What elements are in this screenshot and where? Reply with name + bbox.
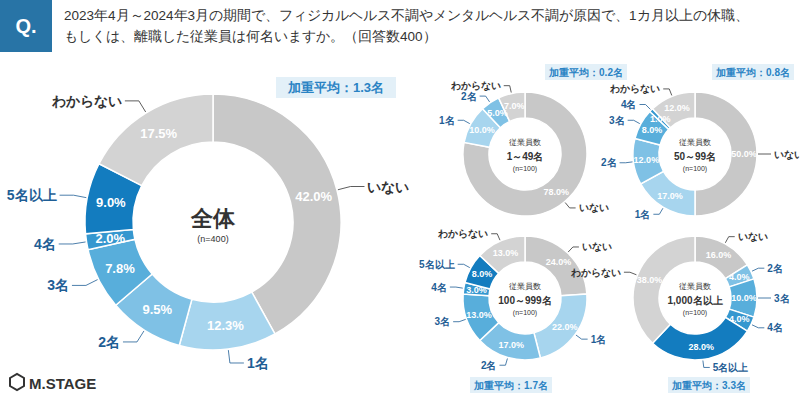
svg-text:13.0%: 13.0% (466, 310, 492, 320)
svg-text:いない: いない (774, 149, 792, 161)
svg-text:1.0%: 1.0% (650, 114, 671, 124)
svg-text:3名: 3名 (609, 115, 625, 126)
svg-text:わからない: わからない (450, 80, 501, 92)
svg-text:1～49名: 1～49名 (507, 151, 544, 162)
svg-text:わからない: わからない (570, 267, 621, 279)
svg-text:(n=100): (n=100) (683, 165, 707, 173)
svg-text:全体: 全体 (190, 206, 236, 231)
svg-text:2.0%: 2.0% (95, 231, 125, 246)
svg-text:5名以上: 5名以上 (713, 362, 749, 373)
svg-text:従業員数: 従業員数 (509, 138, 541, 147)
svg-text:いない: いない (582, 241, 612, 253)
svg-text:100～999名: 100～999名 (498, 295, 551, 306)
svg-text:10.0%: 10.0% (731, 293, 757, 303)
svg-text:加重平均：3.3名: 加重平均：3.3名 (671, 380, 746, 391)
svg-text:5.0%: 5.0% (487, 108, 508, 119)
svg-text:7.8%: 7.8% (105, 261, 135, 276)
svg-text:従業員数: 従業員数 (509, 282, 541, 291)
svg-text:24.0%: 24.0% (546, 257, 572, 267)
svg-text:加重平均：1.7名: 加重平均：1.7名 (473, 380, 548, 391)
svg-text:4.0%: 4.0% (729, 314, 750, 324)
svg-text:加重平均：0.8名: 加重平均：0.8名 (715, 67, 790, 78)
svg-text:42.0%: 42.0% (295, 189, 332, 204)
svg-text:いない: いない (579, 202, 609, 214)
svg-text:加重平均：1.3名: 加重平均：1.3名 (287, 80, 384, 95)
svg-text:28.0%: 28.0% (688, 342, 714, 352)
svg-text:22.0%: 22.0% (552, 322, 578, 332)
svg-text:4名: 4名 (621, 99, 637, 110)
svg-text:17.0%: 17.0% (499, 340, 525, 350)
html-text:Q.: Q. (15, 14, 37, 37)
svg-text:3名: 3名 (774, 293, 790, 304)
svg-text:38.0%: 38.0% (637, 275, 663, 285)
svg-text:2名: 2名 (98, 334, 120, 350)
svg-text:わからない: わからない (51, 93, 122, 109)
svg-text:いない: いない (738, 231, 768, 243)
svg-text:4.0%: 4.0% (729, 272, 750, 282)
svg-text:5名以上: 5名以上 (419, 259, 455, 270)
svg-text:1,000名以上: 1,000名以上 (667, 295, 722, 306)
svg-text:9.5%: 9.5% (143, 302, 173, 317)
svg-text:17.0%: 17.0% (657, 191, 683, 201)
svg-text:(n=400): (n=400) (197, 234, 228, 244)
svg-text:7.0%: 7.0% (504, 101, 525, 111)
svg-text:3名: 3名 (435, 316, 451, 327)
svg-text:1名: 1名 (635, 209, 651, 220)
svg-text:2名: 2名 (601, 157, 617, 168)
svg-text:2名: 2名 (481, 360, 497, 371)
svg-text:78.0%: 78.0% (543, 187, 569, 197)
svg-text:2名: 2名 (461, 91, 477, 102)
svg-text:8.0%: 8.0% (472, 269, 493, 279)
svg-text:50～99名: 50～99名 (674, 151, 716, 162)
svg-text:1名: 1名 (591, 334, 607, 345)
svg-text:16.0%: 16.0% (706, 250, 732, 260)
svg-text:(n=100): (n=100) (683, 309, 707, 317)
svg-text:12.0%: 12.0% (664, 103, 690, 113)
svg-text:10.0%: 10.0% (469, 125, 495, 135)
html-text:もしくは、離職した従業員は何名いますか。（回答数400）: もしくは、離職した従業員は何名いますか。（回答数400） (64, 29, 437, 44)
svg-text:(n=100): (n=100) (513, 165, 537, 173)
svg-text:従業員数: 従業員数 (679, 282, 711, 291)
svg-text:1名: 1名 (439, 115, 455, 126)
svg-text:4名: 4名 (767, 322, 783, 333)
svg-text:いない: いない (367, 179, 409, 195)
svg-text:わからない: わからない (437, 228, 488, 240)
svg-text:3名: 3名 (47, 277, 69, 293)
html-text:2023年4月～2024年3月の期間で、フィジカルヘルス不調: 2023年4月～2024年3月の期間で、フィジカルヘルス不調やメンタルヘルス不調… (64, 8, 749, 23)
svg-text:13.0%: 13.0% (493, 248, 519, 258)
svg-text:M.STAGE: M.STAGE (29, 375, 96, 392)
svg-text:4名: 4名 (34, 236, 56, 252)
svg-text:12.0%: 12.0% (634, 155, 660, 165)
svg-text:17.5%: 17.5% (140, 126, 177, 141)
svg-text:50.0%: 50.0% (731, 149, 757, 159)
svg-text:1名: 1名 (247, 355, 269, 371)
svg-text:加重平均：0.2名: 加重平均：0.2名 (548, 67, 623, 78)
svg-text:12.3%: 12.3% (207, 318, 244, 333)
svg-text:わからない: わからない (609, 83, 660, 95)
svg-text:9.0%: 9.0% (96, 195, 126, 210)
svg-text:5名以上: 5名以上 (8, 187, 57, 203)
svg-text:(n=100): (n=100) (513, 309, 537, 317)
svg-text:2名: 2名 (767, 263, 783, 274)
svg-text:従業員数: 従業員数 (679, 138, 711, 147)
svg-text:8.0%: 8.0% (642, 125, 663, 135)
svg-text:3.0%: 3.0% (466, 285, 487, 295)
svg-text:4名: 4名 (431, 282, 447, 293)
